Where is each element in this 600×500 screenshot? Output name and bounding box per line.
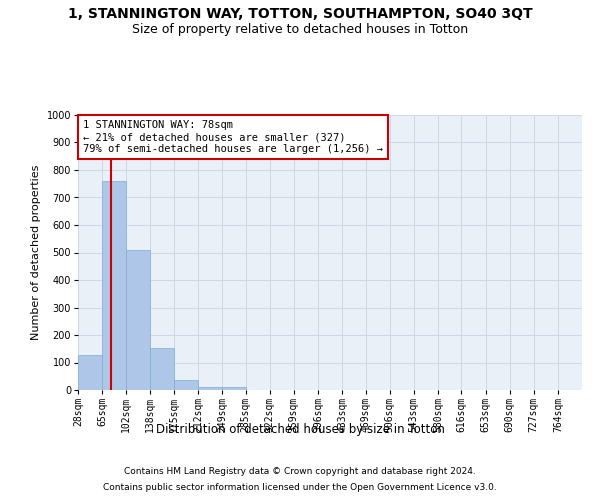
Text: 1 STANNINGTON WAY: 78sqm
← 21% of detached houses are smaller (327)
79% of semi-: 1 STANNINGTON WAY: 78sqm ← 21% of detach…: [83, 120, 383, 154]
Text: Contains HM Land Registry data © Crown copyright and database right 2024.: Contains HM Land Registry data © Crown c…: [124, 468, 476, 476]
Bar: [174, 380, 198, 390]
Text: Distribution of detached houses by size in Totton: Distribution of detached houses by size …: [155, 422, 445, 436]
Bar: [102, 181, 126, 390]
Bar: [126, 250, 151, 390]
Text: Contains public sector information licensed under the Open Government Licence v3: Contains public sector information licen…: [103, 482, 497, 492]
Bar: [198, 386, 222, 390]
Bar: [150, 348, 174, 390]
Bar: [78, 355, 102, 390]
Text: 1, STANNINGTON WAY, TOTTON, SOUTHAMPTON, SO40 3QT: 1, STANNINGTON WAY, TOTTON, SOUTHAMPTON,…: [68, 8, 532, 22]
Text: Size of property relative to detached houses in Totton: Size of property relative to detached ho…: [132, 22, 468, 36]
Y-axis label: Number of detached properties: Number of detached properties: [31, 165, 41, 340]
Bar: [222, 387, 246, 390]
